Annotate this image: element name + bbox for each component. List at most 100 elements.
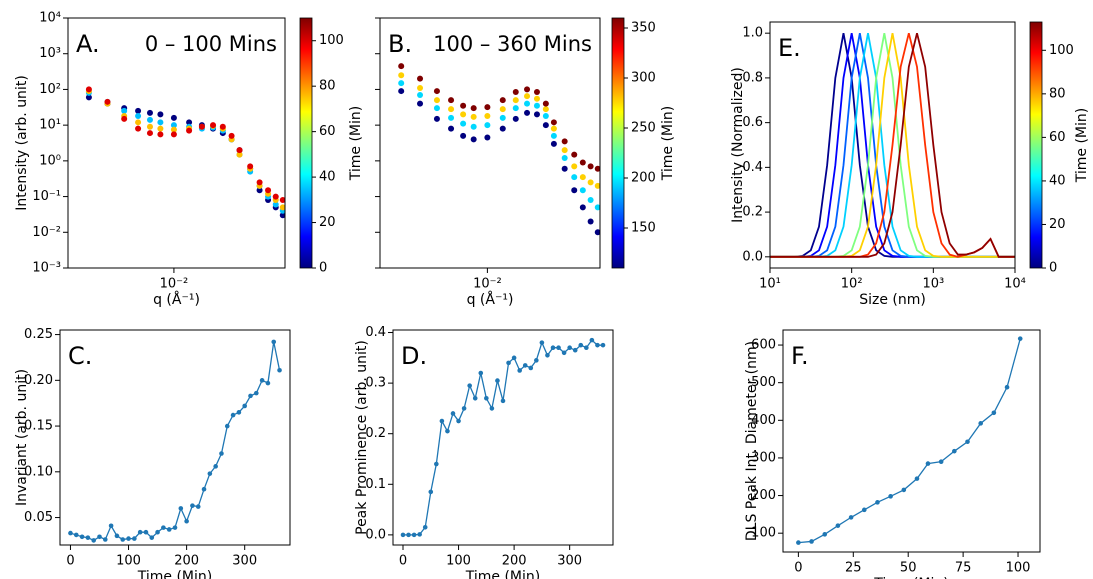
data-point bbox=[542, 106, 549, 113]
data-point bbox=[213, 464, 218, 469]
data-point bbox=[499, 106, 506, 113]
data-point bbox=[170, 126, 177, 133]
data-point bbox=[512, 97, 519, 104]
colorbar bbox=[1029, 21, 1043, 269]
data-point bbox=[201, 486, 207, 492]
data-point bbox=[422, 524, 428, 530]
data-point bbox=[461, 406, 467, 411]
colorbar-tick-label: 80 bbox=[1049, 86, 1066, 101]
data-point bbox=[534, 358, 539, 363]
x-tick-label: 10⁻² bbox=[160, 277, 189, 292]
data-point bbox=[572, 347, 578, 353]
data-point bbox=[433, 97, 440, 104]
y-tick-label: 10⁻¹ bbox=[32, 189, 61, 204]
data-point bbox=[545, 352, 550, 358]
data-point bbox=[470, 105, 477, 112]
y-axis-label: Invariant (arb. unit) bbox=[14, 369, 30, 506]
y-tick-label: 0.2 bbox=[365, 426, 386, 441]
data-point bbox=[149, 535, 155, 540]
data-point bbox=[186, 127, 193, 134]
x-axis-label: Size (nm) bbox=[859, 292, 926, 308]
data-point bbox=[219, 451, 224, 456]
y-tick-label: 0.8 bbox=[742, 70, 763, 85]
data-point bbox=[85, 535, 91, 540]
y-tick-label: 0.2 bbox=[742, 205, 763, 220]
data-point bbox=[571, 187, 578, 194]
data-point bbox=[398, 72, 405, 79]
x-tick-label: 100 bbox=[1006, 561, 1031, 576]
data-point bbox=[439, 418, 445, 424]
plot-area bbox=[400, 337, 606, 538]
data-point bbox=[533, 102, 540, 109]
data-point bbox=[848, 515, 854, 520]
data-point bbox=[579, 187, 586, 194]
data-point bbox=[400, 532, 406, 538]
y-tick-label: 10³ bbox=[39, 46, 61, 61]
colorbar-tick-label: 300 bbox=[631, 71, 656, 86]
data-point bbox=[195, 504, 201, 509]
y-tick-label: 10⁰ bbox=[39, 153, 61, 168]
x-tick-label: 10¹ bbox=[759, 277, 781, 292]
colorbar-tick-label: 60 bbox=[1049, 130, 1066, 145]
data-line bbox=[403, 339, 603, 536]
data-point bbox=[499, 97, 506, 104]
panel-label: B. bbox=[388, 30, 412, 58]
colorbar-tick-label: 0 bbox=[1049, 261, 1057, 276]
data-point bbox=[228, 132, 235, 139]
data-point bbox=[467, 383, 472, 388]
data-point bbox=[579, 174, 586, 181]
plot-area bbox=[770, 32, 1015, 258]
data-point bbox=[398, 80, 405, 87]
data-point bbox=[279, 197, 285, 204]
data-point bbox=[524, 93, 531, 100]
data-point bbox=[108, 523, 114, 529]
x-axis-label: q (Å⁻¹) bbox=[467, 291, 514, 308]
data-line bbox=[798, 338, 1021, 544]
colorbar-tick-label: 60 bbox=[319, 124, 336, 139]
data-point bbox=[561, 350, 567, 356]
data-point bbox=[587, 163, 594, 170]
colorbar-tick-label: 0 bbox=[319, 261, 327, 276]
data-point bbox=[121, 107, 128, 114]
data-point bbox=[489, 406, 495, 411]
x-tick-label: 200 bbox=[502, 554, 527, 569]
data-point bbox=[978, 421, 983, 426]
data-point bbox=[272, 193, 279, 200]
panel-label: F. bbox=[791, 342, 809, 370]
y-axis-label: Intensity (arb. unit) bbox=[14, 75, 30, 211]
axes-frame bbox=[379, 17, 601, 269]
data-line bbox=[770, 32, 1015, 258]
data-point bbox=[279, 204, 285, 211]
data-point bbox=[522, 363, 528, 368]
colorbar-tick-label: 200 bbox=[631, 171, 656, 186]
x-tick-label: 25 bbox=[845, 561, 862, 576]
data-point bbox=[256, 187, 263, 194]
data-point bbox=[135, 107, 142, 114]
panel-label: E. bbox=[778, 34, 801, 62]
data-point bbox=[126, 536, 131, 541]
data-point bbox=[460, 132, 467, 139]
data-point bbox=[210, 122, 217, 129]
plot-area bbox=[398, 63, 600, 236]
data-point bbox=[512, 115, 519, 122]
panel-subtitle: 0 – 100 Mins bbox=[145, 32, 277, 56]
data-point bbox=[550, 132, 557, 139]
data-point bbox=[550, 140, 557, 147]
data-point bbox=[587, 218, 594, 225]
data-point bbox=[524, 86, 531, 93]
data-point bbox=[533, 95, 540, 102]
data-point bbox=[589, 337, 595, 343]
data-point bbox=[914, 476, 920, 481]
data-point bbox=[517, 368, 522, 373]
data-point bbox=[938, 459, 944, 464]
axes-frame bbox=[769, 21, 1016, 269]
y-tick-label: 500 bbox=[751, 375, 776, 390]
data-point bbox=[542, 122, 549, 129]
data-point bbox=[594, 165, 600, 172]
data-point bbox=[157, 125, 164, 132]
data-point bbox=[417, 100, 424, 107]
data-point bbox=[198, 123, 205, 130]
data-point bbox=[925, 461, 931, 466]
colorbar-tick-label: 150 bbox=[631, 221, 656, 236]
data-point bbox=[809, 539, 814, 544]
